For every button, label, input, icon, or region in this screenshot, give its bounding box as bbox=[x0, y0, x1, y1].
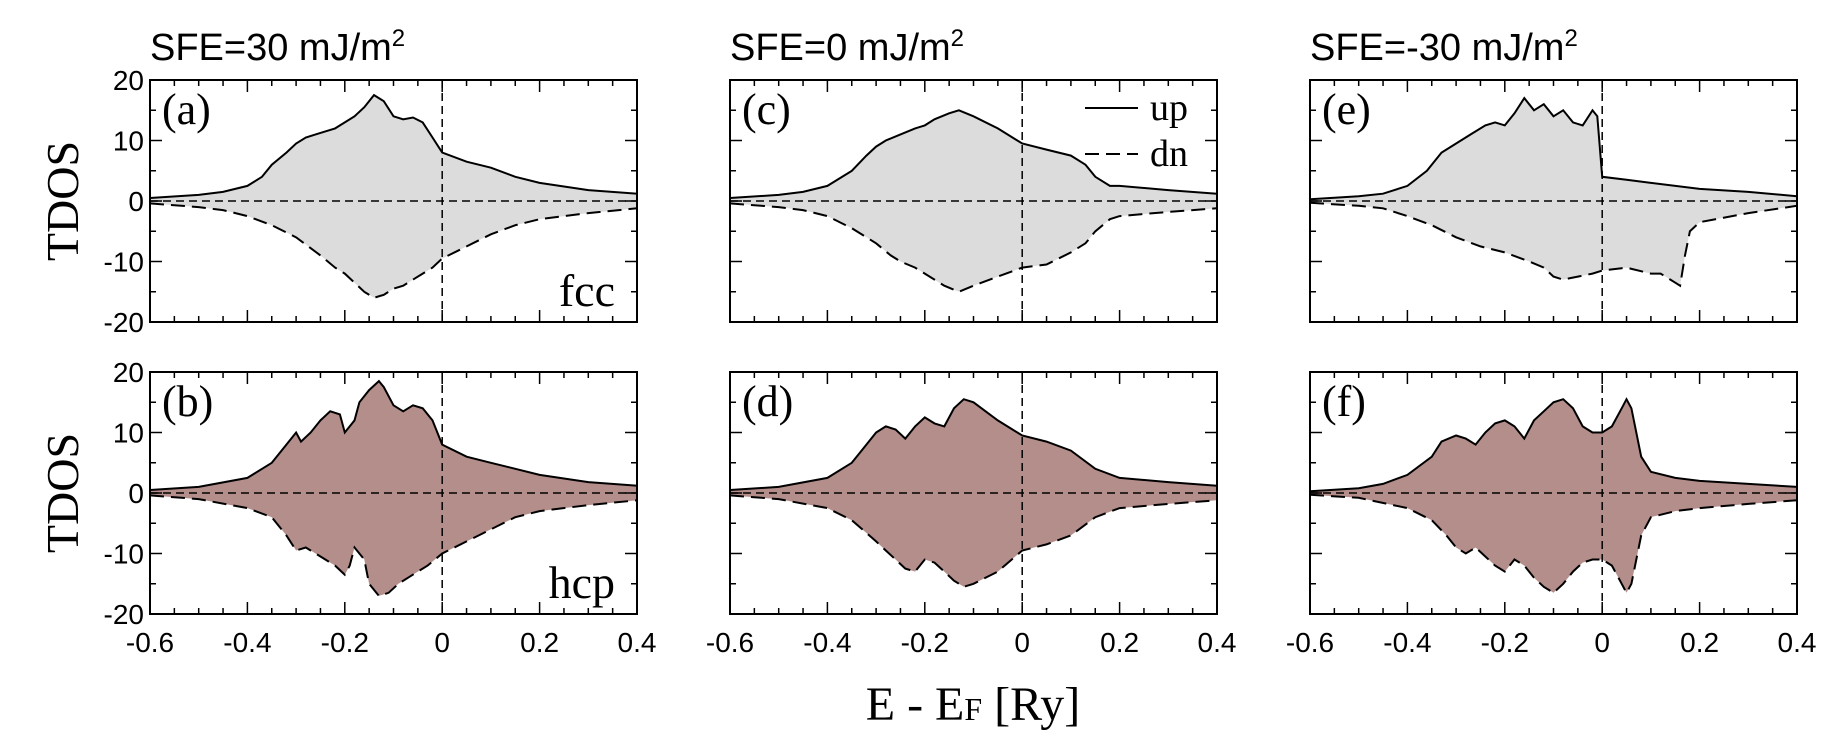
spin-up-line bbox=[1310, 96, 1797, 201]
panel-label: (a) bbox=[162, 85, 211, 134]
y-axis-label: TDOS bbox=[37, 141, 88, 261]
sfe-title-superscript: 2 bbox=[951, 25, 964, 52]
spin-down-line bbox=[150, 494, 637, 598]
panel-d: -0.6 -0.4 -0.2 0 0.2 0.4 (d) bbox=[706, 371, 1237, 658]
x-axis-label-post: [Ry] bbox=[982, 678, 1080, 731]
spin-down-line bbox=[1310, 201, 1797, 288]
sfe-title-superscript: 2 bbox=[392, 25, 405, 52]
y-tick-label: 0 bbox=[128, 186, 144, 217]
x-tick-label: -0.2 bbox=[321, 627, 369, 658]
panel-label: (e) bbox=[1322, 85, 1371, 134]
dos-fill-area bbox=[730, 110, 1217, 292]
spin-down-line bbox=[150, 202, 637, 299]
x-tick-label: -0.4 bbox=[223, 627, 271, 658]
sfe-title-superscript: 2 bbox=[1564, 25, 1577, 52]
y-tick-label: -20 bbox=[104, 599, 144, 630]
y-tick-label: 20 bbox=[113, 357, 144, 388]
panel-label: (f) bbox=[1322, 377, 1366, 426]
panel-a: -20 -10 0 10 20 TDOS (a) fcc bbox=[37, 65, 638, 338]
x-tick-label: 0.4 bbox=[1198, 627, 1237, 658]
sfe-title-3: SFE=-30 mJ/m2 bbox=[1310, 25, 1578, 69]
panel-f: -0.6 -0.4 -0.2 0 0.2 0.4 (f) bbox=[1286, 371, 1817, 658]
x-tick-label: 0.4 bbox=[1778, 627, 1817, 658]
x-tick-label: -0.2 bbox=[901, 627, 949, 658]
x-axis-label-pre: E - E bbox=[866, 678, 965, 731]
y-axis-label: TDOS bbox=[37, 433, 88, 553]
axis-ticks bbox=[729, 79, 1218, 323]
panel-label: (c) bbox=[742, 85, 791, 134]
axis-ticks bbox=[1309, 79, 1798, 323]
x-tick-label: -0.4 bbox=[803, 627, 851, 658]
panel-b: -20 -10 0 10 20 TDOS -0.6 -0.4 -0.2 0 0.2 0.4 (b) hcp bbox=[37, 357, 656, 658]
sfe-title-1: SFE=30 mJ/m2 bbox=[150, 25, 405, 69]
y-tick-label: 10 bbox=[113, 126, 144, 157]
x-tick-label: -0.2 bbox=[1481, 627, 1529, 658]
spin-up-line bbox=[150, 379, 637, 491]
x-axis-label-subscript: F bbox=[964, 691, 982, 727]
axis-ticks bbox=[729, 371, 1218, 615]
y-tick-label: 0 bbox=[128, 478, 144, 509]
axis-ticks bbox=[149, 79, 638, 323]
y-tick-label: 10 bbox=[113, 418, 144, 449]
x-tick-label: 0.2 bbox=[1100, 627, 1139, 658]
panels: -20 -10 0 10 20 TDOS (a) fcc -20 -10 0 10 20 TDOS -0.6… bbox=[37, 65, 1816, 658]
panel-label: (d) bbox=[742, 377, 793, 426]
spin-up-line bbox=[730, 109, 1217, 199]
x-tick-label: 0.2 bbox=[520, 627, 559, 658]
axis-ticks bbox=[1309, 371, 1798, 615]
panel-e: (e) bbox=[1309, 79, 1798, 323]
spin-down-line bbox=[1310, 493, 1797, 595]
y-tick-label: -20 bbox=[104, 307, 144, 338]
sfe-title-text: SFE=-30 mJ/m bbox=[1310, 27, 1564, 69]
spin-down-line bbox=[730, 202, 1217, 293]
dos-fill-area bbox=[730, 399, 1217, 587]
dos-fill-area bbox=[150, 95, 637, 298]
x-tick-label: -0.6 bbox=[126, 627, 174, 658]
y-tick-label: 20 bbox=[113, 65, 144, 96]
dos-fill-area bbox=[1310, 98, 1797, 286]
x-tick-label: -0.4 bbox=[1383, 627, 1431, 658]
x-tick-label: 0 bbox=[1594, 627, 1610, 658]
x-axis-label: E - EF [Ry] bbox=[866, 678, 1080, 731]
spin-up-line bbox=[1310, 397, 1797, 493]
spin-up-line bbox=[150, 93, 637, 199]
spin-up-line bbox=[730, 398, 1217, 491]
x-tick-label: -0.6 bbox=[706, 627, 754, 658]
x-tick-label: -0.6 bbox=[1286, 627, 1334, 658]
spin-down-line bbox=[730, 494, 1217, 588]
legend-dn-label: dn bbox=[1150, 133, 1188, 175]
structure-label: fcc bbox=[559, 265, 615, 316]
x-tick-label: 0.4 bbox=[618, 627, 657, 658]
y-tick-label: -10 bbox=[104, 247, 144, 278]
dos-fill-area bbox=[1310, 399, 1797, 593]
legend-up-label: up bbox=[1150, 87, 1188, 129]
sfe-title-text: SFE=30 mJ/m bbox=[150, 27, 392, 69]
x-tick-label: 0 bbox=[1014, 627, 1030, 658]
axis-ticks bbox=[149, 371, 638, 615]
x-axis-label: E - EF [Ry] bbox=[866, 678, 1080, 731]
x-tick-label: 0 bbox=[434, 627, 450, 658]
x-tick-label: 0.2 bbox=[1680, 627, 1719, 658]
y-tick-label: -10 bbox=[104, 539, 144, 570]
dos-fill-area bbox=[150, 381, 637, 596]
structure-label: hcp bbox=[549, 557, 615, 608]
sfe-title-2: SFE=0 mJ/m2 bbox=[730, 25, 964, 69]
sfe-title-text: SFE=0 mJ/m bbox=[730, 27, 951, 69]
panel-label: (b) bbox=[162, 377, 213, 426]
column-titles: SFE=30 mJ/m2 SFE=0 mJ/m2 SFE=-30 mJ/m2 bbox=[150, 25, 1578, 69]
